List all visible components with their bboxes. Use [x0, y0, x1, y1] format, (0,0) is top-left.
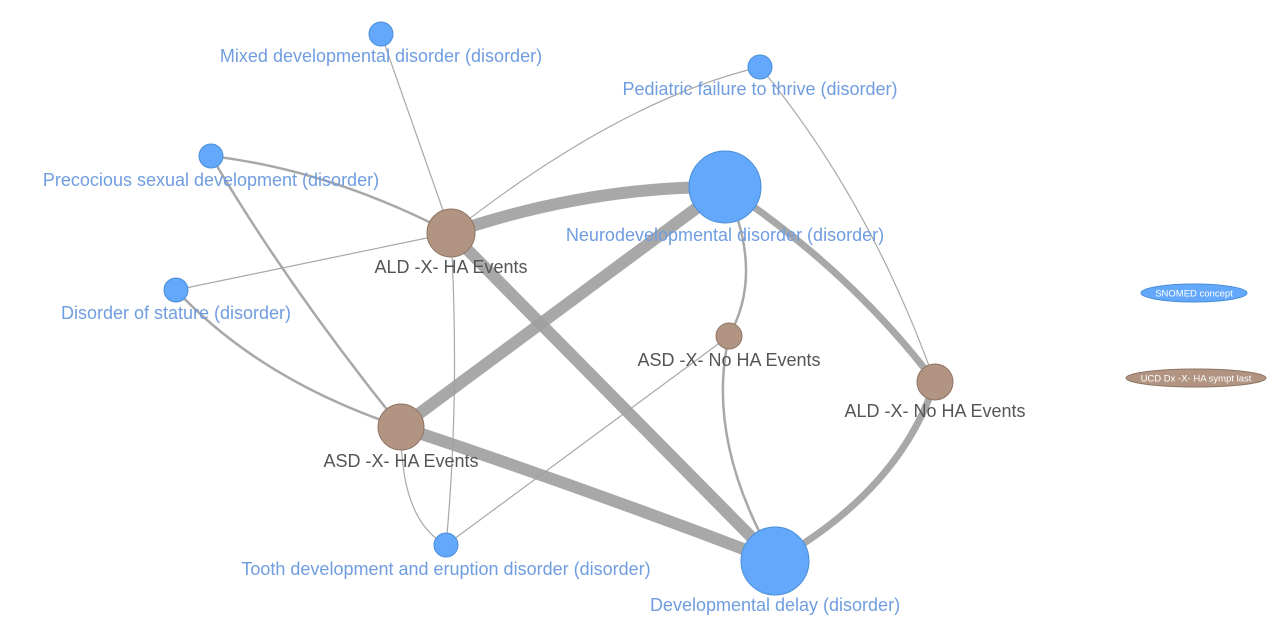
node-label-stature: Disorder of stature (disorder) — [61, 303, 291, 323]
legend-item-concept[interactable]: SNOMED concept — [1140, 283, 1248, 303]
legend-dx-swatch — [1125, 368, 1267, 388]
legend-concept-label: SNOMED concept — [1155, 289, 1233, 300]
edge-asd_noha-tooth — [445, 335, 730, 546]
edge-stature-ald_ha — [175, 232, 452, 291]
node-label-tooth: Tooth development and eruption disorder … — [241, 559, 650, 579]
node-label-mixed: Mixed developmental disorder (disorder) — [220, 46, 542, 66]
node-devdelay[interactable] — [740, 526, 810, 596]
node-label-pftt: Pediatric failure to thrive (disorder) — [622, 79, 897, 99]
node-ald_ha[interactable] — [426, 208, 476, 258]
edge-mixed-ald_ha — [380, 33, 452, 234]
edge-precocious-asd_ha — [209, 154, 403, 429]
node-label-asd_noha: ASD -X- No HA Events — [637, 350, 820, 370]
edge-pftt-ald_ha — [450, 66, 761, 234]
labels-layer: Mixed developmental disorder (disorder) P… — [43, 46, 1026, 615]
edge-asd_ha-neuro — [395, 181, 731, 433]
edge-ald_ha-tooth — [445, 232, 456, 546]
edge-stature-asd_ha — [174, 288, 403, 429]
legend: SNOMED concept UCD Dx -X- HA sympt last — [1125, 283, 1267, 388]
legend-dx-label: UCD Dx -X- HA sympt last — [1141, 374, 1252, 385]
nodes-layer — [163, 21, 954, 596]
edge-asd_ha-devdelay — [395, 421, 781, 567]
edges-layer — [174, 33, 939, 567]
node-label-neuro: Neurodevelopmental disorder (disorder) — [566, 225, 884, 245]
legend-item-dx[interactable]: UCD Dx -X- HA sympt last — [1125, 368, 1267, 388]
node-label-precocious: Precocious sexual development (disorder) — [43, 170, 379, 190]
edge-precocious-ald_ha — [209, 154, 453, 235]
node-label-asd_ha: ASD -X- HA Events — [323, 451, 478, 471]
node-tooth[interactable] — [433, 532, 459, 558]
node-stature[interactable] — [163, 277, 189, 303]
node-pftt[interactable] — [747, 54, 773, 80]
node-precocious[interactable] — [198, 143, 224, 169]
node-mixed[interactable] — [368, 21, 394, 47]
node-label-ald_noha: ALD -X- No HA Events — [844, 401, 1025, 421]
node-label-devdelay: Developmental delay (disorder) — [650, 595, 900, 615]
node-ald_noha[interactable] — [916, 363, 954, 401]
node-neuro[interactable] — [688, 150, 762, 224]
edge-pftt-ald_noha — [759, 66, 936, 383]
edge-neuro-ald_noha — [721, 183, 939, 386]
node-asd_ha[interactable] — [377, 403, 425, 451]
edge-ald_ha-devdelay — [445, 227, 781, 567]
node-label-ald_ha: ALD -X- HA Events — [374, 257, 527, 277]
edge-ald_noha-devdelay — [771, 378, 939, 565]
legend-concept-swatch — [1140, 283, 1248, 303]
node-asd_noha[interactable] — [715, 322, 743, 350]
